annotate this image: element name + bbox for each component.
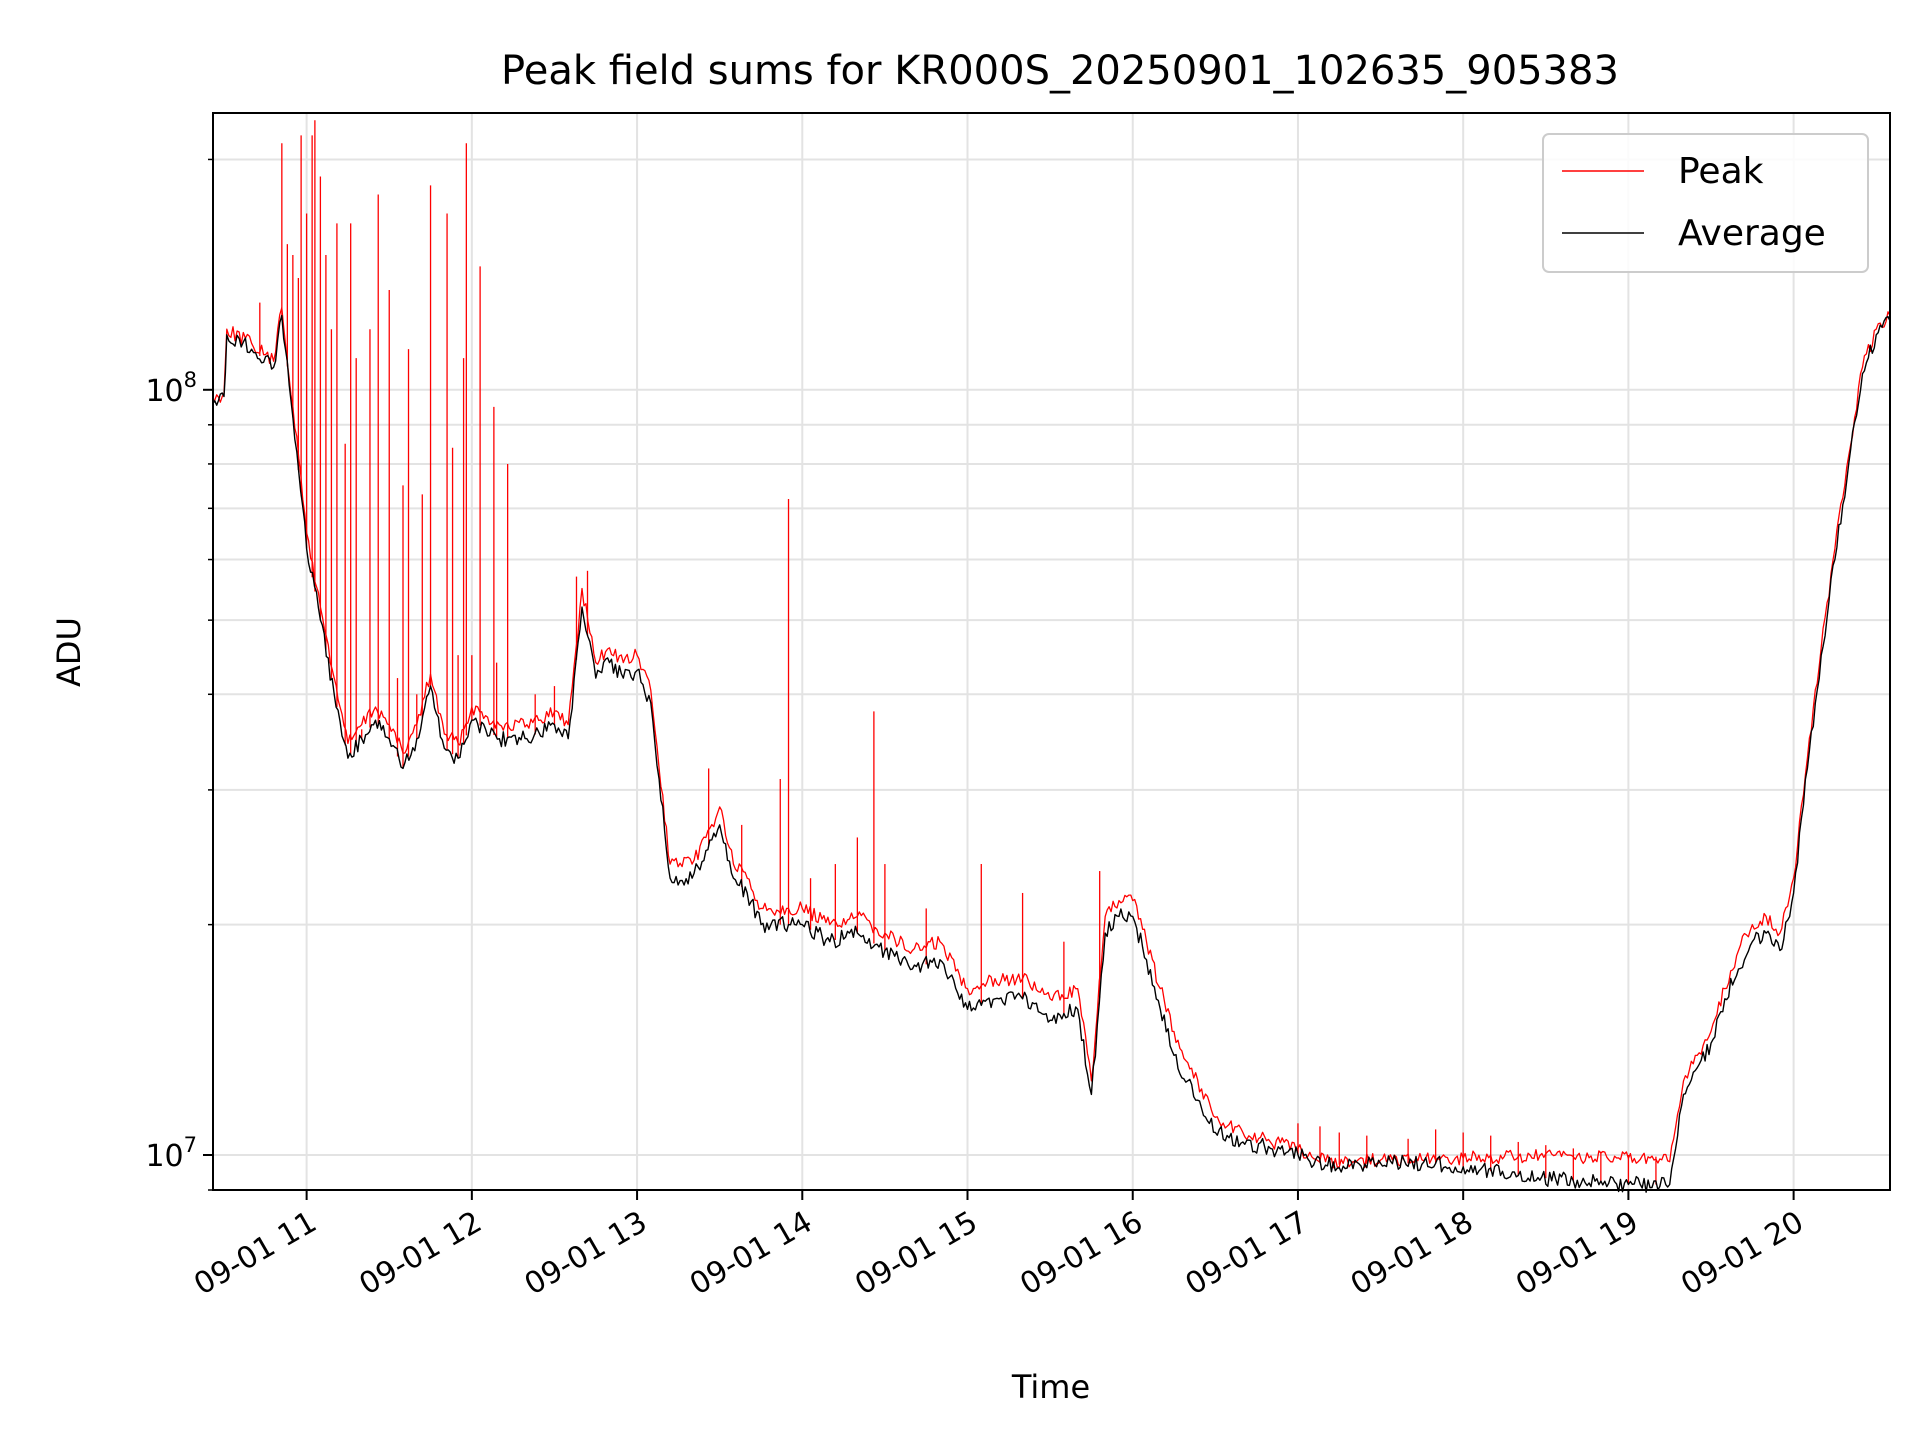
chart-title: Peak field sums for KR000S_20250901_1026… [501,48,1619,94]
legend: Peak Average [1542,133,1869,273]
series-average-line [212,314,1891,1193]
plot-series [212,120,1891,1193]
plot-frame [212,112,1891,1191]
legend-average-label: Average [1678,213,1826,254]
legend-box [1542,133,1869,273]
x-axis-title: Time [1011,1368,1090,1406]
y-axis: 107 108 [145,158,213,1191]
y-axis-title: ADU [50,617,88,687]
series-peak-line [212,307,1891,1169]
legend-peak-label: Peak [1678,151,1764,192]
y-tick-label: 107 [145,1133,197,1174]
y-tick-label: 108 [145,368,197,409]
